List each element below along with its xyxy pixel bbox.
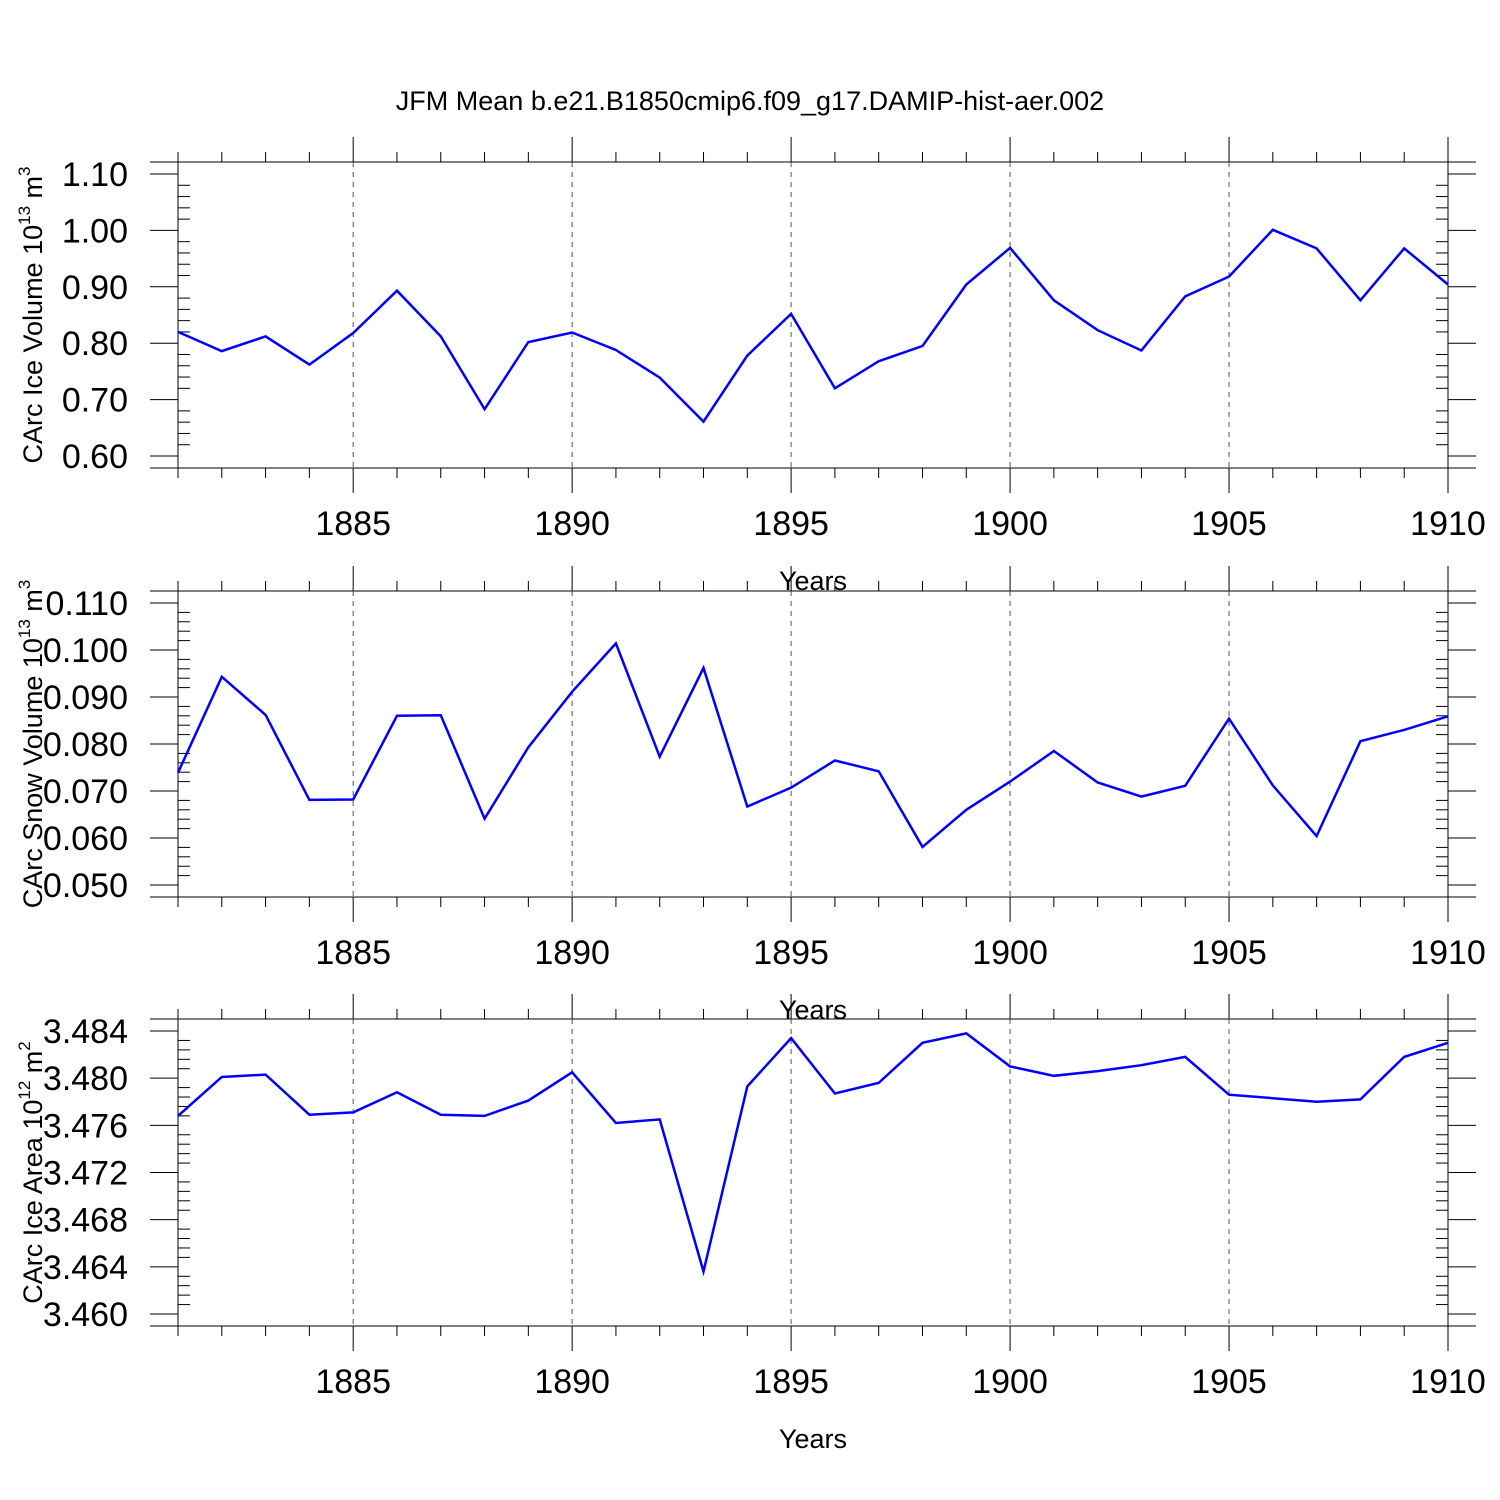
snow-volume-xtick-label: 1895 [753,934,829,972]
ice-area-ylabel: CArc Ice Area 1012 m2 [15,1041,48,1304]
ice-area-ytick-label: 3.468 [43,1202,128,1240]
snow-volume-xtick-label: 1890 [534,934,610,972]
ice-area-ytick-label: 3.480 [43,1060,128,1098]
snow-volume-ytick-label: 0.090 [43,679,128,717]
ice-volume-ytick-label: 0.60 [62,438,128,476]
ice-volume-ylabel: CArc Ice Volume 1013 m3 [15,166,48,463]
ice-area-xtick-label: 1910 [1410,1363,1486,1401]
ice-area-ytick-label: 3.476 [43,1107,128,1145]
ice-area-xtick-label: 1900 [972,1363,1048,1401]
ice-area-xtick-label: 1885 [315,1363,391,1401]
ice-volume-ytick-label: 1.10 [62,156,128,194]
chart-title: JFM Mean b.e21.B1850cmip6.f09_g17.DAMIP-… [396,86,1104,116]
snow-volume-ytick-label: 0.050 [43,867,128,905]
ice-volume-ytick-label: 0.90 [62,269,128,307]
snow-volume-ytick-label: 0.110 [45,585,128,623]
ice-area-ytick-label: 3.472 [43,1155,128,1193]
snow-volume-xtick-label: 1900 [972,934,1048,972]
ice-volume-xtick-label: 1900 [972,505,1048,543]
ice-volume-ytick-label: 0.80 [62,325,128,363]
panel-snow-volume: 0.050 0.060 0.070 0.080 0.090 0.100 0.110 1885 1… [15,566,1486,1025]
ice-volume-xtick-label: 1885 [315,505,391,543]
snow-volume-ytick-label: 0.070 [43,773,128,811]
ice-volume-ytick-label: 1.00 [62,212,128,250]
ice-area-xtick-label: 1895 [753,1363,829,1401]
ice-area-xlabel: Years [779,1424,847,1454]
panel-ice-area: 3.460 3.464 3.468 3.472 3.476 3.480 3.484 1885 1… [15,994,1486,1454]
ice-area-ytick-label: 3.464 [43,1249,128,1287]
ice-volume-xtick-label: 1910 [1410,505,1486,543]
ice-volume-ytick-label: 0.70 [62,382,128,420]
ice-area-xtick-label: 1890 [534,1363,610,1401]
snow-volume-xtick-label: 1905 [1191,934,1267,972]
snow-volume-xtick-label: 1885 [315,934,391,972]
panel-ice-volume: 0.60 0.70 0.80 0.90 1.00 1.10 1885 1890 1895 1900… [15,137,1486,596]
snow-volume-ytick-label: 0.060 [43,820,128,858]
panels: 0.60 0.70 0.80 0.90 1.00 1.10 1885 1890 1895 1900… [15,137,1486,1454]
ice-area-xtick-label: 1905 [1191,1363,1267,1401]
snow-volume-xlabel: Years [779,995,847,1025]
snow-volume-xtick-label: 1910 [1410,934,1486,972]
snow-volume-ytick-label: 0.100 [43,632,128,670]
ice-area-ytick-label: 3.484 [43,1013,128,1051]
ice-volume-xtick-label: 1890 [534,505,610,543]
ice-volume-xtick-label: 1895 [753,505,829,543]
ice-area-ytick-label: 3.460 [43,1296,128,1334]
ice-area-series-line [177,1032,1449,1277]
snow-volume-ylabel: CArc Snow Volume 1013 m3 [15,580,48,909]
snow-volume-series-line [176,641,1449,849]
ice-volume-xtick-label: 1905 [1191,505,1267,543]
snow-volume-ytick-label: 0.080 [43,726,128,764]
ice-volume-series-line [177,228,1449,424]
